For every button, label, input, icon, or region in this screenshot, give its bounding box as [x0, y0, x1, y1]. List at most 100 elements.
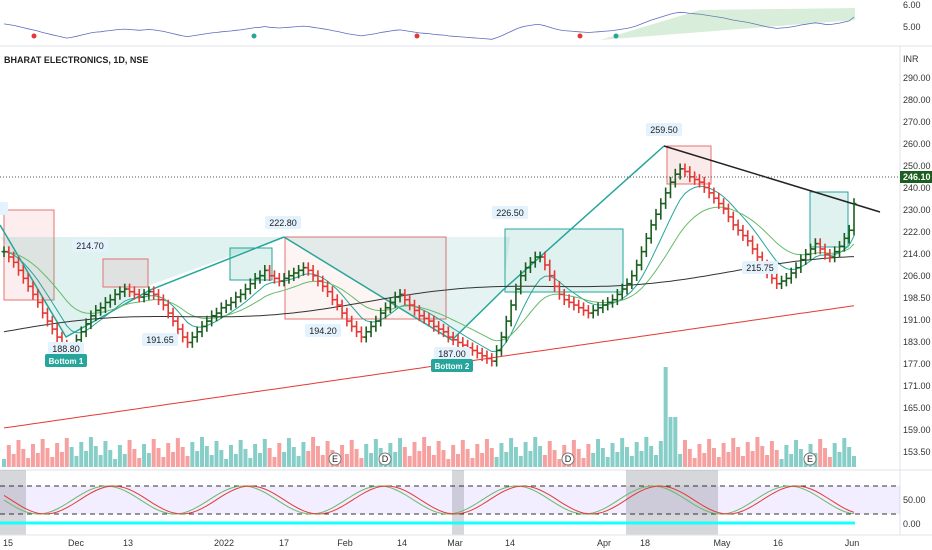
moving-averages — [3, 185, 855, 429]
ohlc-bar — [30, 281, 36, 300]
ohlc-bar — [846, 224, 852, 244]
volume-bar — [610, 443, 615, 467]
indicator-dot — [613, 33, 619, 39]
volume-bar — [248, 458, 253, 467]
price-tick-label: 214.00 — [903, 249, 931, 259]
volume-bar — [108, 450, 113, 467]
volume-bar — [257, 453, 262, 467]
volume-bar — [412, 442, 417, 467]
volume-bar — [349, 440, 354, 467]
volume-bar — [40, 439, 45, 467]
bottom-badge: Bottom 2 — [431, 359, 473, 372]
volume-bar — [847, 447, 852, 467]
volume-bar — [171, 452, 176, 467]
volume-bar — [238, 440, 243, 467]
last-price-badge — [900, 171, 932, 183]
ohlc-bar — [832, 246, 838, 263]
volume-bar — [475, 444, 480, 467]
ohlc-bar — [363, 326, 369, 343]
ohlc-bar — [368, 321, 374, 338]
volume-bar — [277, 443, 282, 467]
volume-bar — [625, 447, 630, 467]
volume-bar — [726, 452, 731, 467]
ohlc-bar — [35, 289, 41, 308]
volume-bar — [422, 437, 427, 467]
ohlc-bar — [373, 315, 379, 332]
volume-bar — [253, 444, 258, 467]
volume-bar — [354, 449, 359, 467]
ohlc-bar — [440, 323, 446, 338]
volume-bar — [489, 448, 494, 467]
highlight-region — [626, 470, 718, 535]
highlight-region — [452, 470, 464, 535]
ohlc-bar — [320, 275, 326, 292]
ohlc-bar — [349, 315, 355, 332]
volume-bar — [166, 443, 171, 467]
ohlc-bar — [745, 230, 751, 247]
sma-long-line — [3, 256, 855, 333]
volume-bar — [93, 446, 98, 467]
ohlc-bar — [798, 254, 804, 274]
ohlc-bar — [696, 174, 702, 188]
range-box — [102, 258, 149, 288]
volume-bar — [721, 443, 726, 467]
volume-bar — [484, 439, 489, 467]
volume-bar — [832, 443, 837, 467]
time-tick-label: 13 — [123, 538, 133, 548]
ohlc-bar — [156, 289, 162, 306]
price-tick-label: 198.50 — [903, 293, 931, 303]
time-tick-label: 16 — [773, 538, 783, 548]
pivot-label: 191.65 — [142, 333, 178, 346]
volume-bar — [117, 445, 122, 467]
ohlc-bar — [93, 305, 99, 322]
ohlc-bar — [107, 294, 113, 308]
ohlc-bar — [523, 262, 529, 282]
volume-bars — [2, 367, 856, 467]
volume-bar — [518, 456, 523, 467]
ohlc-bar — [817, 238, 823, 255]
event-badge: E — [328, 452, 342, 466]
price-tick-label: 191.00 — [903, 315, 931, 325]
ohlc-bar — [479, 347, 485, 362]
volume-bar — [629, 456, 634, 467]
ohlc-bar — [426, 313, 432, 327]
volume-bar — [586, 444, 591, 467]
ohlc-bar — [185, 331, 191, 348]
ohlc-bar — [117, 286, 123, 300]
ohlc-bar — [552, 270, 558, 292]
ohlc-bar — [44, 307, 50, 327]
event-badge: D — [378, 452, 392, 466]
volume-bar — [11, 454, 16, 467]
ohlc-bar — [131, 286, 137, 300]
volume-bar — [6, 445, 11, 467]
volume-bar — [842, 438, 847, 467]
volume-bar — [50, 457, 55, 467]
volume-bar — [214, 441, 219, 467]
volume-bar — [455, 454, 460, 467]
stoch-axis-label: 50.00 — [903, 495, 926, 505]
volume-bar — [673, 417, 678, 467]
ohlc-bar — [296, 265, 302, 279]
ohlc-bar — [489, 353, 495, 367]
volume-bar — [180, 447, 185, 467]
volume-bar — [219, 450, 224, 467]
volume-bar — [571, 440, 576, 467]
volume-bar — [359, 458, 364, 467]
volume-bar — [369, 453, 374, 467]
ohlc-bar — [590, 305, 596, 319]
ohlc-bar — [421, 310, 427, 324]
ohlc-bar — [706, 182, 712, 199]
volume-bar — [649, 446, 654, 467]
volume-bar — [137, 458, 142, 467]
volume-bar — [596, 439, 601, 467]
volume-bar — [769, 441, 774, 467]
price-tick-label: 260.00 — [903, 139, 931, 149]
volume-bar — [707, 439, 712, 467]
ohlc-bar — [291, 267, 297, 282]
volume-bar — [784, 445, 789, 467]
price-tick-label: 280.00 — [903, 95, 931, 105]
volume-bar — [818, 439, 823, 467]
ohlc-bar — [344, 307, 350, 327]
ohlc-bar — [300, 262, 306, 276]
